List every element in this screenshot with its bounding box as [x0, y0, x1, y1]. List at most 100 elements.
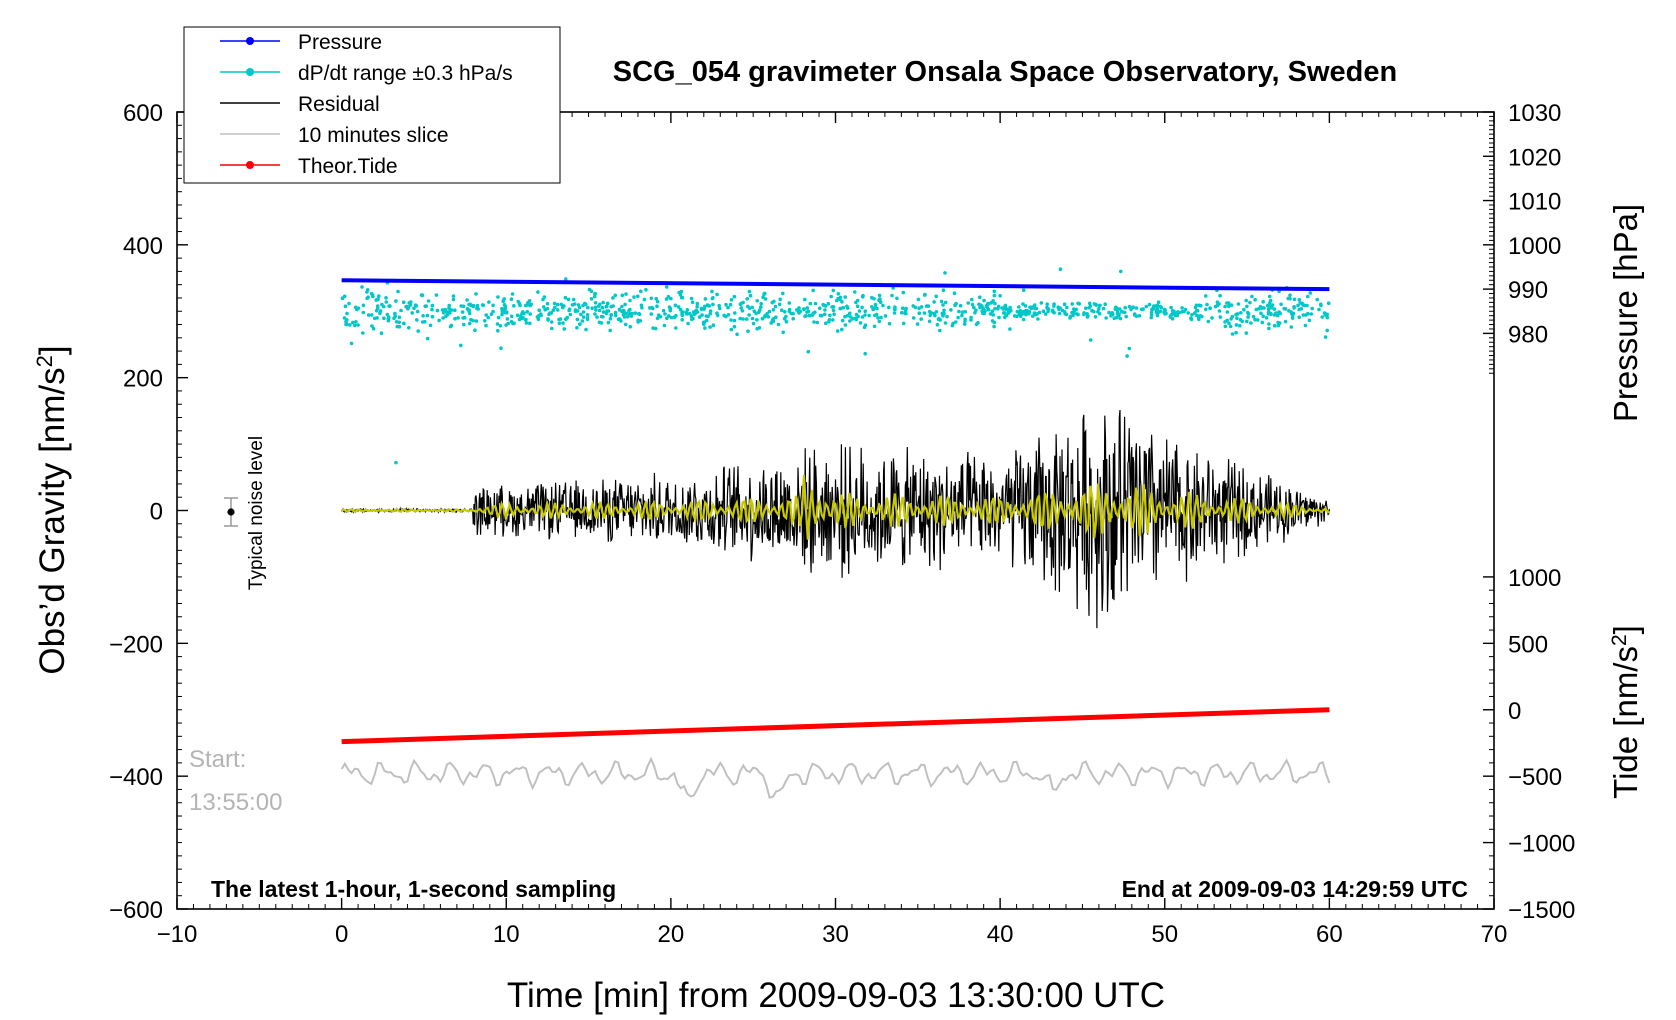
dpdt-point [935, 322, 940, 327]
dpdt-point [550, 326, 554, 331]
dpdt-point [1250, 294, 1254, 299]
dpdt-point [904, 306, 908, 311]
dpdt-point [387, 315, 391, 320]
pressure-line [341, 278, 1330, 292]
dpdt-point [759, 305, 763, 309]
dpdt-point [515, 313, 520, 318]
dpdt-point [732, 294, 737, 299]
dpdt-point [1225, 310, 1230, 314]
dpdt-point [746, 329, 750, 334]
dpdt-point [1003, 304, 1007, 309]
dpdt-point [1230, 332, 1235, 336]
dpdt-point [840, 327, 844, 332]
dpdt-point [484, 313, 489, 317]
dpdt-point [1308, 291, 1313, 295]
dpdt-point [542, 295, 547, 299]
dpdt-point [491, 309, 495, 314]
dpdt-point [791, 316, 795, 321]
dpdt-point [1115, 308, 1120, 312]
dpdt-point [343, 304, 348, 309]
dpdt-point [648, 306, 652, 310]
dpdt-point [361, 310, 366, 315]
dpdt-point [941, 303, 945, 307]
dpdt-point [1021, 317, 1026, 322]
dpdt-point [1245, 319, 1249, 324]
dpdt-point [597, 308, 602, 313]
dpdt-point [349, 341, 354, 346]
dpdt-point [691, 316, 695, 321]
dpdt-point [745, 297, 749, 301]
dpdt-point [1060, 308, 1065, 313]
dpdt-point [840, 299, 844, 304]
dpdt-point [655, 304, 659, 309]
dpdt-point [1023, 304, 1028, 308]
dpdt-point [649, 312, 654, 316]
dpdt-point [831, 308, 836, 313]
dpdt-point [377, 294, 381, 298]
dpdt-point [623, 322, 628, 327]
dpdt-point [1131, 305, 1135, 310]
dpdt-point [483, 319, 487, 323]
dpdt-point [393, 311, 397, 316]
start-time: 13:55:00 [189, 789, 282, 816]
dpdt-point [561, 321, 565, 325]
dpdt-point [877, 319, 882, 324]
dpdt-point [555, 308, 560, 312]
dpdt-point [609, 313, 613, 318]
dpdt-point [861, 293, 865, 298]
dpdt-point [580, 319, 585, 323]
dpdt-point [503, 304, 508, 309]
dpdt-point [1012, 314, 1017, 318]
dpdt-point [802, 307, 806, 311]
dpdt-point [1056, 305, 1060, 310]
dpdt-point [365, 290, 369, 294]
dpdt-point [1193, 305, 1198, 310]
dpdt-point [998, 294, 1002, 298]
dpdt-point [963, 319, 967, 323]
dpdt-point [708, 312, 712, 316]
dpdt-point [815, 320, 820, 325]
dpdt-point [402, 321, 406, 326]
dpdt-point [811, 288, 815, 293]
dpdt-point [770, 318, 775, 323]
residual-series [341, 409, 1330, 629]
dpdt-point [1104, 316, 1108, 320]
dpdt-point [1008, 327, 1012, 331]
dpdt-point [699, 307, 704, 312]
dpdt-point [586, 305, 590, 310]
dpdt-point [410, 311, 415, 315]
dpdt-point [835, 298, 839, 303]
dpdt-point [366, 313, 371, 317]
tide-tick-label: −1000 [1508, 831, 1575, 858]
dpdt-point [755, 299, 759, 303]
dpdt-point [974, 322, 979, 327]
dpdt-point [407, 301, 412, 305]
dpdt-point [831, 318, 835, 322]
dpdt-point [608, 316, 613, 321]
dpdt-point [613, 313, 618, 318]
dpdt-point [632, 295, 636, 299]
dpdt-point [1234, 330, 1238, 335]
y-tick-label: −200 [109, 631, 163, 658]
dpdt-point [414, 304, 419, 308]
dpdt-point [676, 305, 681, 309]
y-axis-pressure: 980 990 1000 1010 1020 1030 [1483, 100, 1561, 374]
legend-marker [246, 161, 254, 169]
dpdt-point [1156, 300, 1161, 305]
y-tick-label: 0 [150, 499, 163, 526]
dpdt-point [1290, 316, 1295, 320]
dpdt-point [629, 314, 633, 318]
dpdt-point [1289, 325, 1294, 329]
dpdt-point [747, 289, 752, 294]
dpdt-point [1118, 316, 1123, 321]
dpdt-point [1030, 314, 1035, 318]
dpdt-point [924, 304, 929, 308]
dpdt-point [1283, 319, 1288, 324]
dpdt-point [1057, 311, 1062, 316]
dpdt-point [1249, 321, 1253, 325]
dpdt-point [435, 308, 440, 313]
dpdt-point [1180, 306, 1184, 310]
dpdt-point [685, 308, 690, 312]
dpdt-point [1234, 323, 1239, 327]
dpdt-point [1000, 306, 1004, 310]
